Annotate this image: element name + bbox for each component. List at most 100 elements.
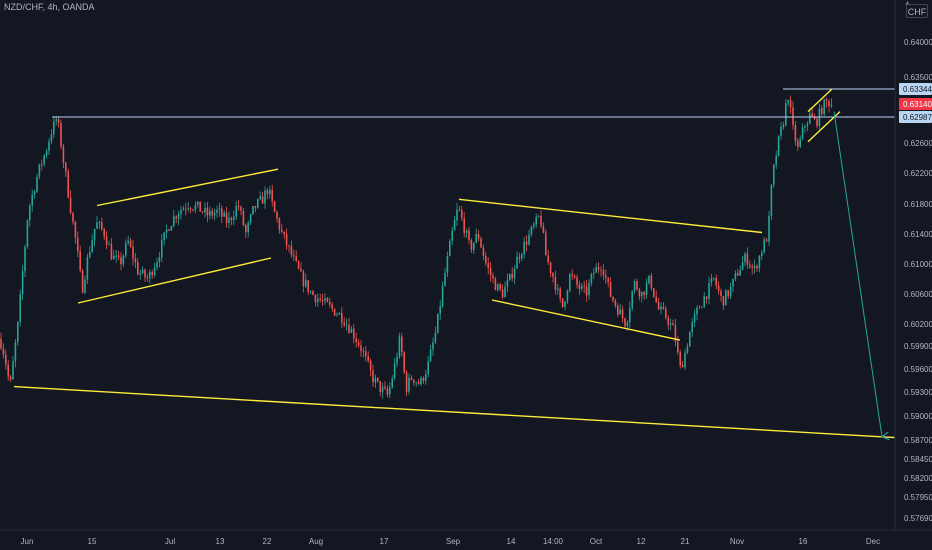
candle: [806, 121, 809, 132]
candle-body: [312, 291, 314, 295]
candle-body: [451, 230, 453, 241]
candle-body: [165, 229, 168, 233]
candle: [775, 150, 777, 170]
candle-body: [828, 100, 830, 107]
candle: [715, 274, 717, 289]
candle: [209, 206, 211, 220]
candle-body: [643, 291, 645, 295]
candle: [451, 226, 453, 246]
long-support-line[interactable]: [13, 385, 896, 439]
candle-body: [24, 246, 26, 272]
candle: [261, 192, 264, 204]
candle-body: [194, 205, 197, 210]
y-tick-label: 0.57950: [904, 493, 932, 502]
candle-body: [141, 269, 144, 274]
candle: [84, 275, 86, 295]
candle-body: [389, 387, 391, 395]
candle-body: [449, 241, 451, 257]
candle-body: [386, 388, 389, 395]
candle: [348, 317, 350, 334]
candle: [588, 279, 590, 300]
candle: [576, 274, 578, 289]
candle: [48, 138, 50, 155]
candle: [245, 223, 247, 239]
candle: [96, 216, 98, 229]
candle: [221, 205, 223, 223]
x-tick-label: 22: [263, 537, 272, 546]
candle-body: [463, 218, 465, 233]
candle-body: [221, 208, 223, 217]
candle-body: [420, 377, 422, 385]
candle: [453, 215, 456, 231]
candle-body: [269, 189, 271, 195]
candle-body: [633, 281, 636, 292]
candle: [689, 331, 691, 347]
candle-body: [487, 263, 489, 268]
badge-value: 0.63344: [903, 85, 932, 94]
price-axis[interactable]: 0.64000 0.63500 0.62600 0.62200 0.61800 0.614…: [904, 38, 932, 523]
y-tick-label: 0.61000: [904, 260, 932, 269]
candle: [259, 191, 261, 201]
candle: [201, 211, 204, 214]
projection-arrow[interactable]: [833, 111, 882, 437]
candle-body: [823, 99, 825, 115]
candle: [696, 305, 698, 321]
candle-body: [14, 342, 17, 362]
candle: [233, 210, 235, 226]
candle: [372, 364, 374, 387]
candle-body: [504, 286, 506, 298]
candle: [434, 326, 437, 345]
candle-body: [398, 336, 401, 357]
channel-2-top[interactable]: [458, 198, 763, 234]
candle: [456, 203, 458, 226]
candle: [173, 210, 175, 228]
time-axis[interactable]: Jun 15 Jul 13 22 Aug 17 Sep 14 14:00 Oct 12 21 Nov 16 D…: [21, 537, 881, 546]
candle: [26, 219, 29, 249]
candle-body: [751, 266, 753, 268]
channel-2-bottom[interactable]: [491, 299, 681, 341]
x-tick-label: Dec: [866, 537, 880, 546]
candle: [115, 250, 117, 263]
candle-body: [773, 164, 775, 185]
candle: [497, 283, 499, 292]
wedge-top[interactable]: [807, 88, 833, 113]
candle-body: [302, 271, 305, 287]
candle: [686, 343, 689, 355]
candle: [799, 135, 801, 149]
candle-body: [590, 274, 593, 283]
symbol-title[interactable]: NZD/CHF, 4h, OANDA: [4, 2, 95, 12]
channel-1-bottom[interactable]: [77, 257, 272, 304]
candle: [665, 305, 667, 320]
candle: [257, 198, 259, 210]
candle-body: [158, 257, 161, 262]
candle: [780, 121, 782, 140]
channel-1-top[interactable]: [96, 168, 279, 207]
candle: [360, 339, 362, 357]
candle-body: [734, 273, 737, 279]
candle: [501, 284, 504, 300]
candle: [492, 272, 494, 283]
candle: [633, 279, 636, 295]
candle-body: [593, 272, 595, 275]
x-tick-label: 12: [637, 537, 646, 546]
candle-body: [761, 252, 763, 256]
candle: [377, 377, 379, 383]
candle-body: [446, 256, 449, 273]
y-tick-label: 0.60600: [904, 290, 932, 299]
candle-body: [780, 127, 782, 136]
candle: [204, 202, 206, 218]
candle-body: [696, 307, 698, 315]
candle: [629, 301, 631, 329]
candle: [12, 356, 14, 380]
candle: [355, 332, 357, 348]
candle-body: [713, 277, 715, 279]
currency-button[interactable]: CHF: [906, 4, 928, 18]
candle-body: [242, 210, 245, 226]
candle-body: [549, 262, 552, 273]
candle-body: [113, 255, 115, 260]
candle: [684, 349, 686, 371]
candle-body: [470, 240, 473, 250]
candle: [391, 375, 393, 389]
candle-body: [5, 354, 7, 365]
